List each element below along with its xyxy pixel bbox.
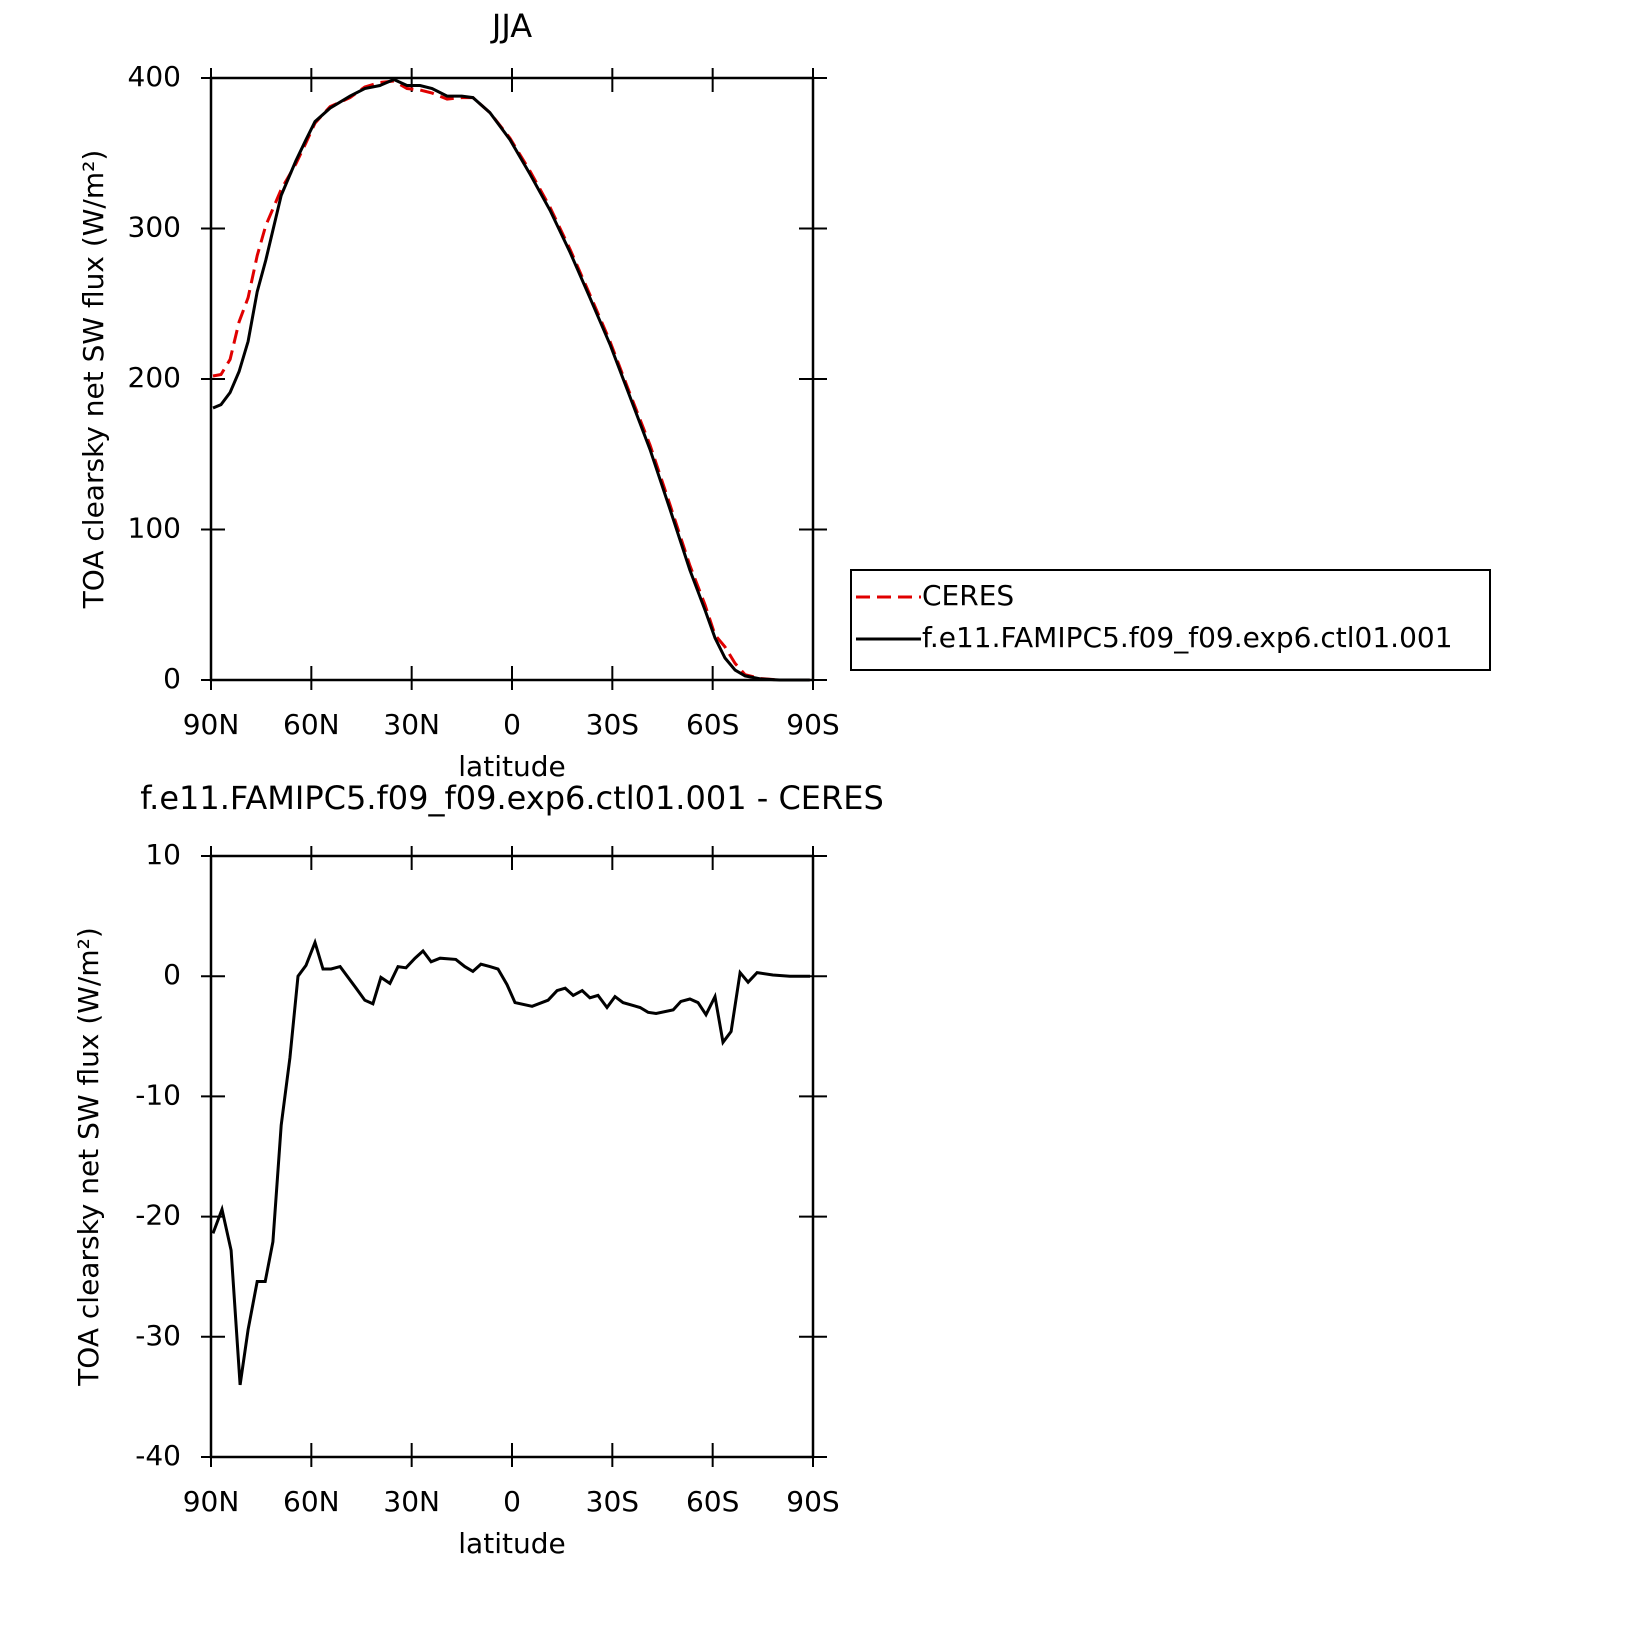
data-line [211,937,810,1386]
y-tick-label: 10 [145,838,181,871]
x-tick-label: 90S [786,708,839,741]
y-tick-label: -40 [135,1439,181,1472]
x-tick-label: 60S [686,1485,739,1518]
x-tick-label: 60N [283,708,340,741]
x-axis-label: latitude [458,750,565,783]
y-tick-label: 100 [128,512,181,545]
y-axis-label: TOA clearsky net SW flux (W/m²) [77,150,110,610]
data-line [212,79,810,682]
x-tick-label: 30S [586,1485,639,1518]
y-tick-label: 200 [128,361,181,394]
y-axis-label: TOA clearsky net SW flux (W/m²) [72,927,105,1387]
x-tick-label: 30N [383,708,440,741]
x-axis-label: latitude [458,1527,565,1560]
x-tick-label: 90N [183,708,240,741]
chart-title: JJA [490,7,532,45]
x-tick-label: 30S [586,708,639,741]
x-tick-label: 60S [686,708,739,741]
legend-box [850,569,1491,671]
y-tick-label: 400 [128,60,181,93]
y-tick-label: -20 [135,1199,181,1232]
plot-frame [209,854,815,1459]
y-tick-label: -10 [135,1078,181,1111]
y-tick-label: -30 [135,1319,181,1352]
plot-frame [209,76,815,682]
x-tick-label: 90S [786,1485,839,1518]
y-tick-label: 300 [128,211,181,244]
y-tick-label: 0 [163,958,181,991]
legend-label: f.e11.FAMIPC5.f09_f09.exp6.ctl01.001 [922,621,1453,654]
x-tick-label: 0 [503,708,521,741]
y-tick-label: 0 [163,662,181,695]
legend-label: CERES [922,579,1014,612]
data-line [212,77,810,682]
chart-title: f.e11.FAMIPC5.f09_f09.exp6.ctl01.001 - C… [140,779,884,817]
x-tick-label: 90N [183,1485,240,1518]
x-tick-label: 30N [383,1485,440,1518]
x-tick-label: 0 [503,1485,521,1518]
x-tick-label: 60N [283,1485,340,1518]
